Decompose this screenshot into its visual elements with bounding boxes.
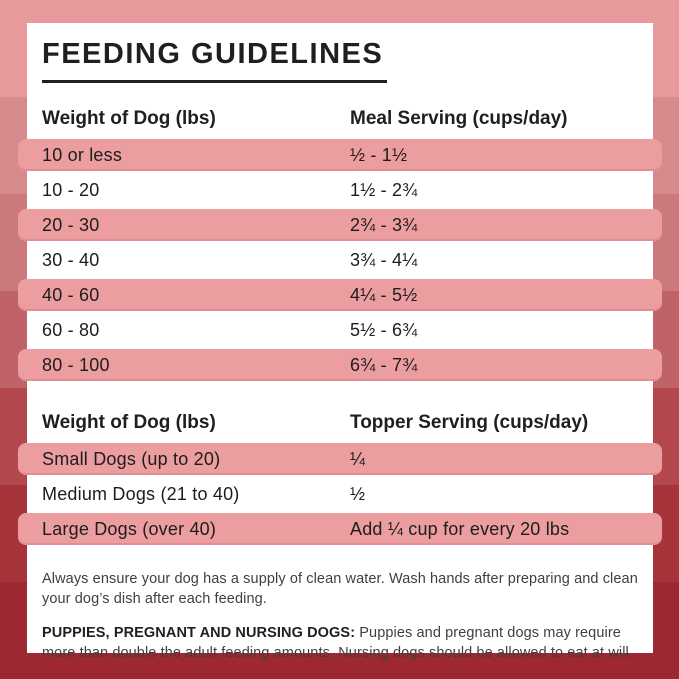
breeding-note-text: Puppies and pregnant dogs may require mo… xyxy=(42,625,633,661)
weight-cell: Large Dogs (over 40) xyxy=(42,518,217,539)
table-row: 80 - 100 6¾ - 7¾ xyxy=(18,349,662,381)
weight-cell: 10 or less xyxy=(42,144,123,165)
weight-column-header: Weight of Dog (lbs) xyxy=(42,412,216,433)
table-row: 10 or less ½ - 1½ xyxy=(18,139,662,171)
weight-cell: 60 - 80 xyxy=(42,319,100,340)
serving-cell: ½ - 1½ xyxy=(350,144,408,165)
table-row: 40 - 60 4¼ - 5½ xyxy=(18,279,662,311)
serving-cell: ½ xyxy=(350,483,366,504)
serving-cell: Add ¼ cup for every 20 lbs xyxy=(350,518,570,539)
serving-cell: 3¾ - 4¼ xyxy=(350,249,418,270)
table-row: 10 - 20 1½ - 2¾ xyxy=(18,174,662,206)
serving-cell: 1½ - 2¾ xyxy=(350,179,418,200)
serving-cell: 5½ - 6¾ xyxy=(350,319,418,340)
serving-cell: 2¾ - 3¾ xyxy=(350,214,418,235)
serving-cell: 6¾ - 7¾ xyxy=(350,354,418,375)
breeding-note-label: PUPPIES, PREGNANT AND NURSING DOGS: xyxy=(42,625,356,641)
weight-column-header: Weight of Dog (lbs) xyxy=(42,108,216,129)
table-row: Small Dogs (up to 20) ¼ xyxy=(18,443,662,475)
weight-cell: 10 - 20 xyxy=(42,179,100,200)
page-title: FEEDING GUIDELINES xyxy=(42,32,388,83)
weight-cell: 20 - 30 xyxy=(42,214,100,235)
table-row: 30 - 40 3¾ - 4¼ xyxy=(18,244,662,276)
table-row: 60 - 80 5½ - 6¾ xyxy=(18,314,662,346)
meal-serving-column-header: Meal Serving (cups/day) xyxy=(350,108,568,129)
weight-cell: Small Dogs (up to 20) xyxy=(42,448,221,469)
feeding-guidelines-card: FEEDING GUIDELINES Weight of Dog (lbs) M… xyxy=(18,23,662,661)
water-note: Always ensure your dog has a supply of c… xyxy=(42,571,638,607)
table-row: 20 - 30 2¾ - 3¾ xyxy=(18,209,662,241)
breeding-note: PUPPIES, PREGNANT AND NURSING DOGS: Pupp… xyxy=(42,623,638,663)
topper-serving-column-header: Topper Serving (cups/day) xyxy=(350,412,589,433)
weight-cell: 40 - 60 xyxy=(42,284,100,305)
weight-cell: 80 - 100 xyxy=(42,354,110,375)
weight-cell: Medium Dogs (21 to 40) xyxy=(42,483,240,504)
table-row: Large Dogs (over 40) Add ¼ cup for every… xyxy=(18,513,662,545)
meal-table-header: Weight of Dog (lbs) Meal Serving (cups/d… xyxy=(42,107,638,131)
weight-cell: 30 - 40 xyxy=(42,249,100,270)
topper-table-header: Weight of Dog (lbs) Topper Serving (cups… xyxy=(42,411,638,435)
footnotes: Always ensure your dog has a supply of c… xyxy=(42,569,638,663)
serving-cell: 4¼ - 5½ xyxy=(350,284,418,305)
serving-cell: ¼ xyxy=(350,448,366,469)
table-row: Medium Dogs (21 to 40) ½ xyxy=(18,478,662,510)
